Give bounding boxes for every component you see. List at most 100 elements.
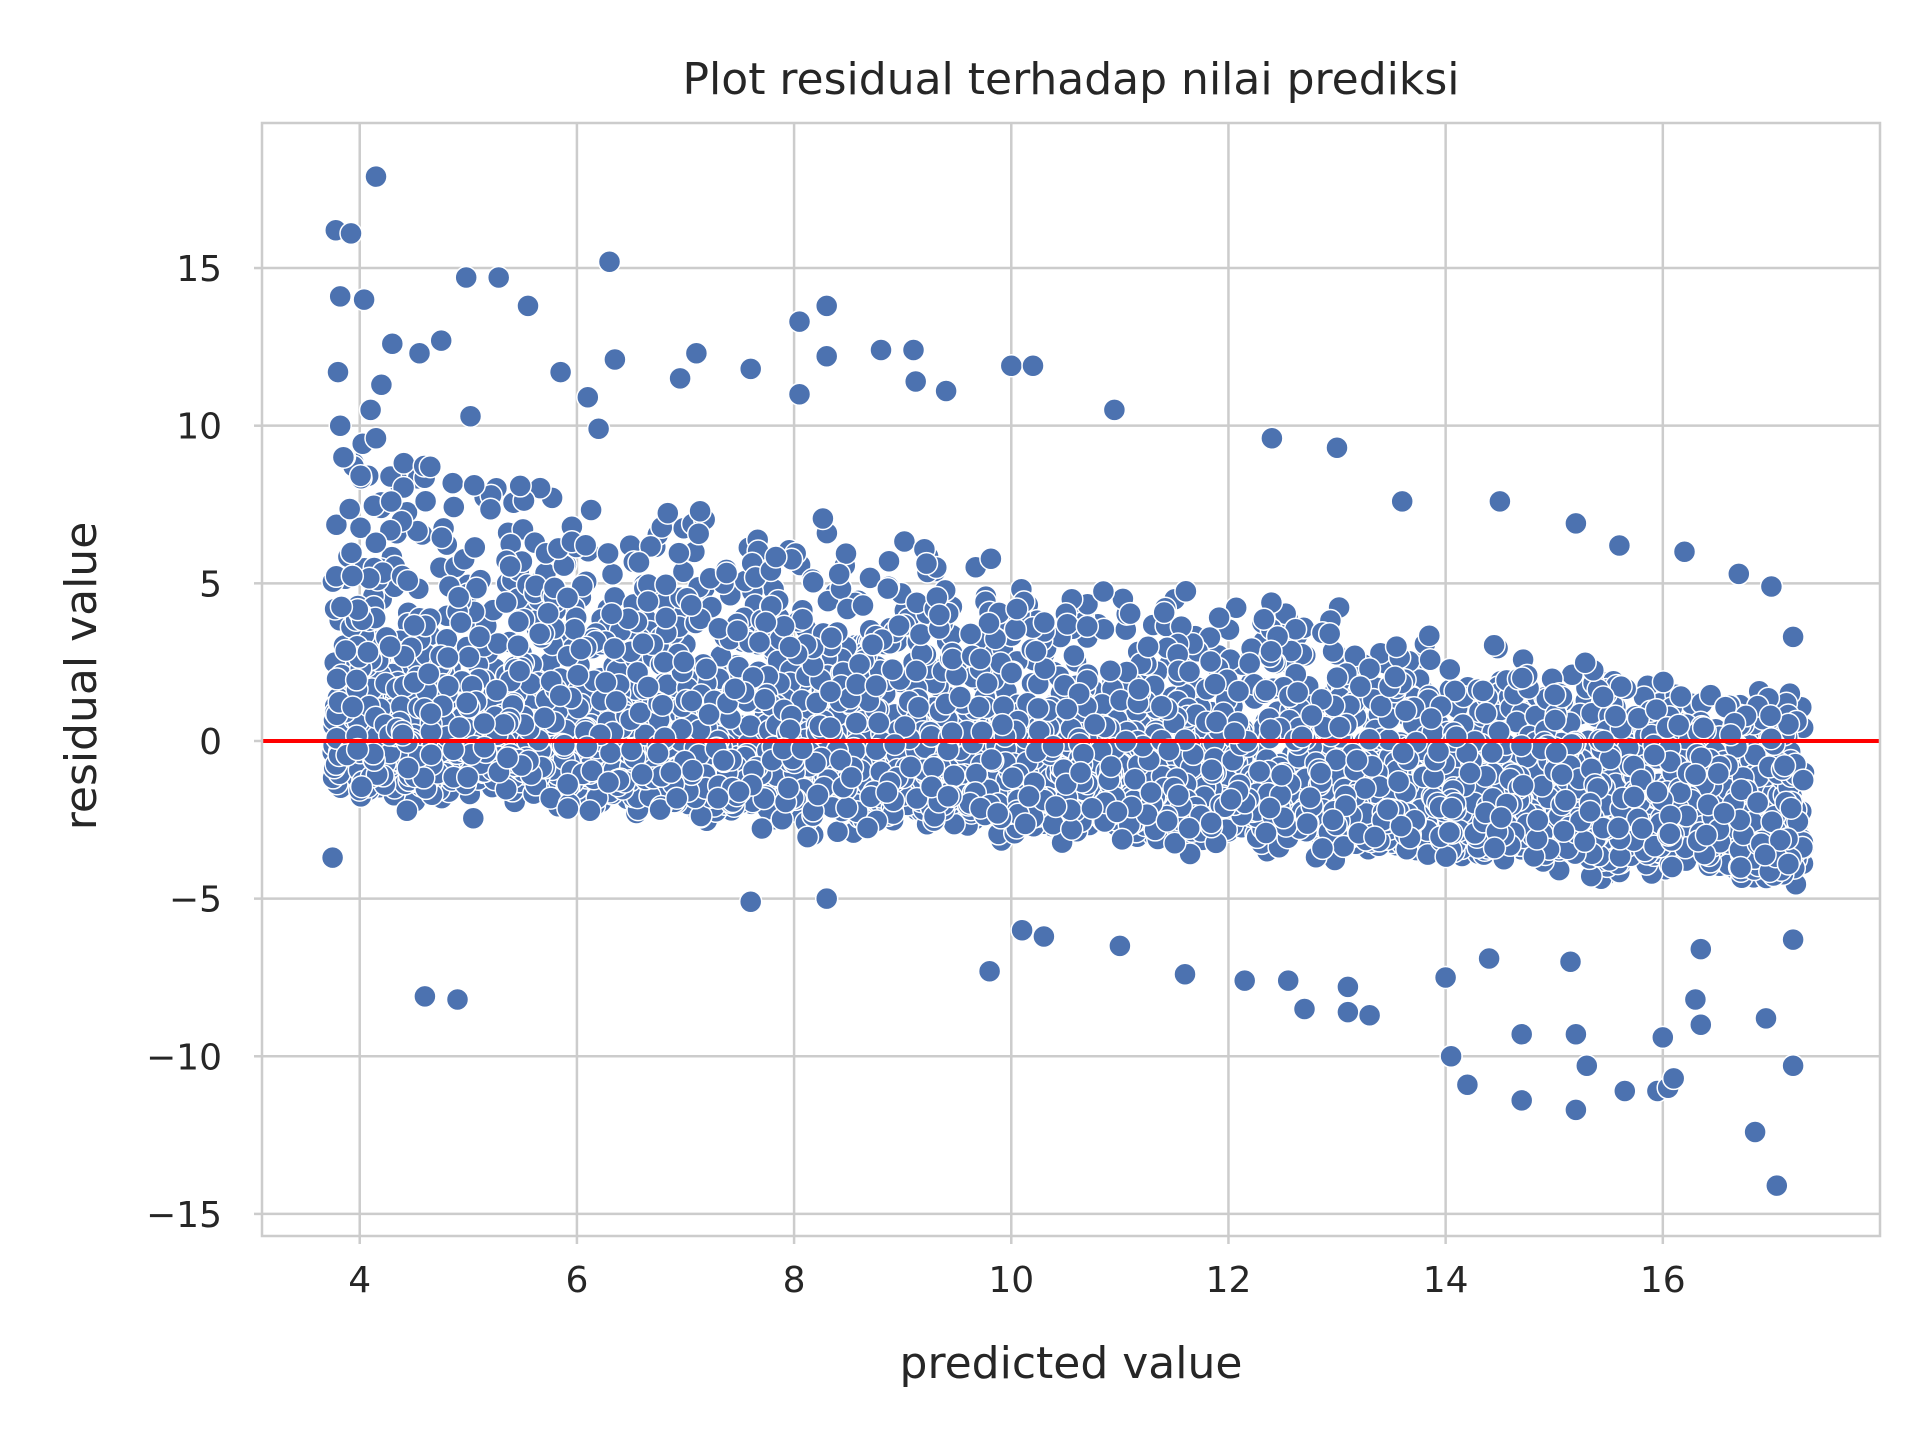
data-point xyxy=(1123,767,1147,792)
data-point xyxy=(461,806,486,830)
data-point xyxy=(1118,601,1142,626)
data-point xyxy=(1003,617,1028,642)
data-point xyxy=(940,647,965,671)
data-point xyxy=(1055,612,1080,636)
data-point xyxy=(750,816,774,841)
data-point xyxy=(1509,733,1534,758)
data-point xyxy=(679,593,703,618)
data-point xyxy=(628,700,652,725)
data-point xyxy=(1510,666,1535,690)
data-points xyxy=(320,164,1816,1198)
data-point xyxy=(652,650,677,674)
data-point xyxy=(904,659,929,683)
data-point xyxy=(631,631,655,656)
data-point xyxy=(1285,680,1310,705)
data-point xyxy=(340,564,365,588)
data-point xyxy=(876,576,900,601)
data-point xyxy=(968,647,993,671)
data-point xyxy=(392,451,416,475)
data-point xyxy=(667,541,691,565)
data-point xyxy=(1254,821,1278,845)
data-point xyxy=(906,695,931,719)
data-point xyxy=(892,529,917,554)
data-point xyxy=(680,689,704,713)
data-point xyxy=(648,797,672,822)
data-point xyxy=(999,661,1024,685)
data-point xyxy=(337,497,362,521)
data-point xyxy=(627,550,651,575)
data-point xyxy=(619,738,644,762)
data-point xyxy=(1443,679,1467,703)
data-point xyxy=(506,634,530,658)
data-point xyxy=(1729,777,1754,802)
data-point xyxy=(527,621,552,646)
data-point xyxy=(754,610,778,635)
data-point xyxy=(979,747,1004,772)
data-point xyxy=(1480,740,1504,765)
data-point xyxy=(694,657,719,681)
data-point xyxy=(1691,715,1716,740)
data-point xyxy=(818,679,843,704)
data-point xyxy=(942,764,966,788)
data-point xyxy=(828,748,853,772)
data-point xyxy=(536,601,560,626)
data-point xyxy=(747,630,772,654)
data-point xyxy=(344,668,369,692)
data-point xyxy=(494,590,518,615)
data-point xyxy=(844,711,869,735)
data-point xyxy=(506,609,531,634)
data-point xyxy=(1177,659,1202,684)
data-point xyxy=(1474,701,1498,726)
data-point xyxy=(1369,694,1393,718)
data-point xyxy=(569,637,593,661)
data-point xyxy=(1630,816,1654,841)
data-point xyxy=(1609,674,1633,699)
data-point xyxy=(396,568,420,593)
data-point xyxy=(847,652,872,677)
data-point xyxy=(1041,734,1065,758)
data-point xyxy=(413,489,438,514)
data-point xyxy=(1669,684,1693,709)
data-point xyxy=(1055,697,1079,721)
data-point xyxy=(1572,829,1597,854)
data-point xyxy=(819,625,844,650)
data-point xyxy=(1152,600,1176,625)
data-point xyxy=(1550,762,1574,787)
data-point xyxy=(447,715,472,740)
data-point xyxy=(654,606,678,630)
data-point xyxy=(1295,811,1320,836)
data-point xyxy=(579,498,603,522)
data-point xyxy=(1200,757,1224,782)
data-point xyxy=(578,798,602,823)
data-point xyxy=(839,765,864,790)
chart-title: Plot residual terhadap nilai prediksi xyxy=(683,54,1460,105)
data-point xyxy=(1317,621,1342,646)
data-point xyxy=(844,672,869,697)
data-point xyxy=(449,610,473,635)
data-point xyxy=(440,471,465,495)
data-point xyxy=(339,541,364,565)
data-point xyxy=(977,611,1001,635)
data-point xyxy=(1438,657,1462,682)
data-point xyxy=(638,534,663,559)
data-point xyxy=(1644,697,1669,722)
data-point xyxy=(1728,855,1753,880)
data-point xyxy=(348,463,373,488)
data-point xyxy=(1163,831,1187,856)
data-point xyxy=(1471,679,1495,703)
data-point xyxy=(697,702,721,727)
data-point xyxy=(555,586,580,610)
data-point xyxy=(1482,633,1506,657)
data-point xyxy=(893,714,917,739)
data-point xyxy=(1259,639,1283,663)
data-point xyxy=(566,663,590,687)
data-point xyxy=(880,657,905,682)
data-point xyxy=(1327,715,1352,739)
data-point xyxy=(795,825,820,849)
data-point xyxy=(1237,651,1262,676)
data-point xyxy=(436,674,461,698)
data-point xyxy=(324,513,349,537)
data-point xyxy=(1067,681,1091,706)
data-point xyxy=(688,499,712,523)
data-point xyxy=(436,645,460,670)
